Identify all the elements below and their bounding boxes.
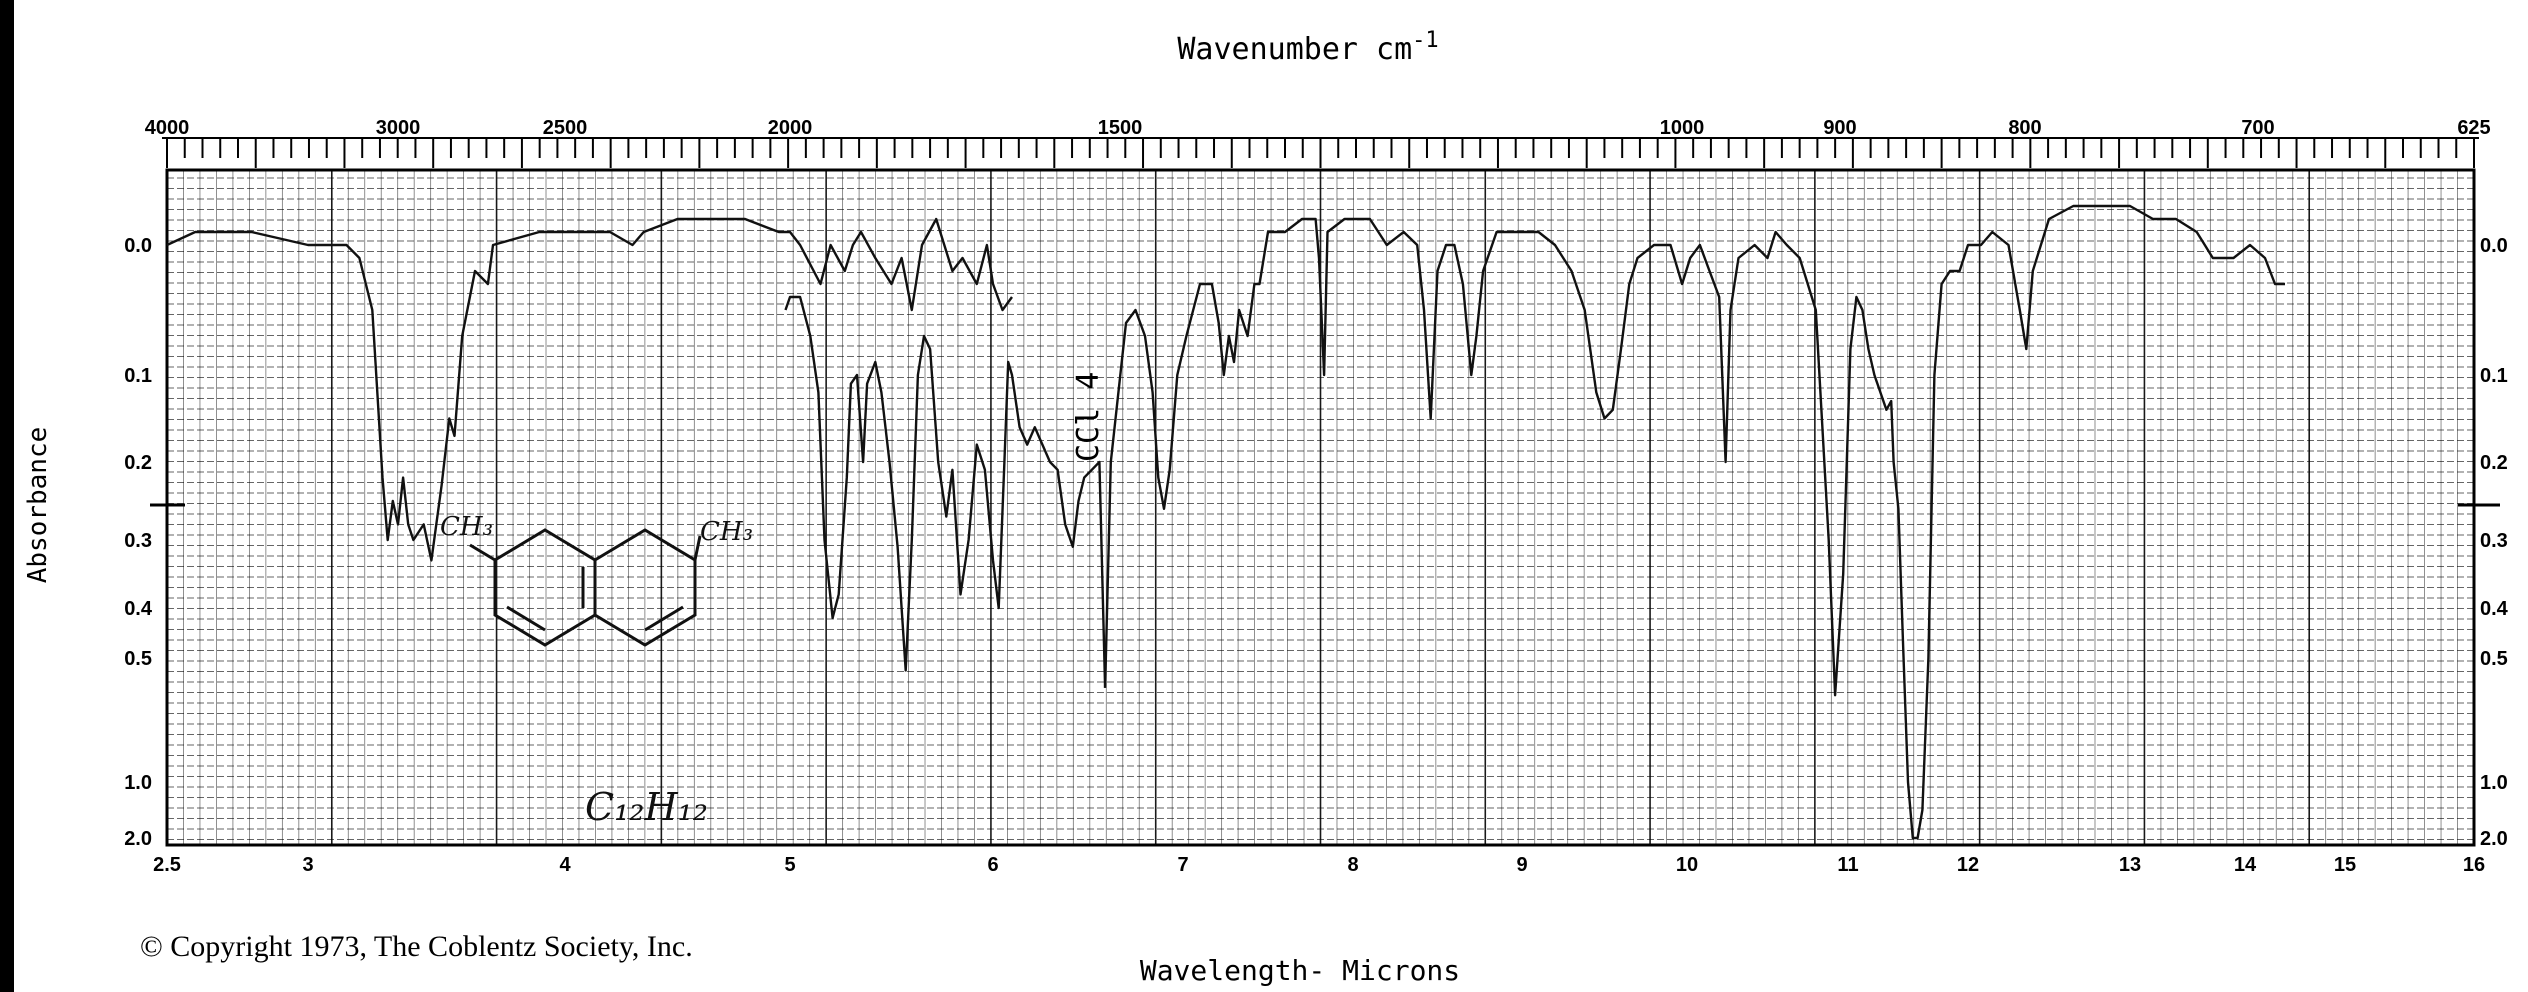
structure-double-bond xyxy=(506,605,546,632)
bottom-axis-tick-label: 7 xyxy=(1177,854,1188,876)
x-axis-label: Wavelength- Microns xyxy=(1140,954,1460,987)
y-axis-label: Absorbance xyxy=(23,427,53,584)
y-axis-tick-label-right: 0.4 xyxy=(2480,598,2509,620)
top-axis-tick-label: 4000 xyxy=(145,117,190,139)
top-axis-tick-label: 3000 xyxy=(376,117,421,139)
chart-title-superscript: -1 xyxy=(1412,28,1439,53)
y-axis-tick-label-right: 0.5 xyxy=(2480,648,2508,670)
spectrum-trace xyxy=(166,204,2285,840)
y-axis-tick-label-left: 0.0 xyxy=(124,235,152,257)
y-axis-tick-label-right: 0.3 xyxy=(2480,530,2508,552)
bottom-axis-tick-label: 15 xyxy=(2334,854,2356,876)
bottom-axis-tick-label: 10 xyxy=(1676,854,1698,876)
bottom-axis-tick-label: 2.5 xyxy=(153,854,181,876)
structure-methyl-bond xyxy=(693,535,702,561)
y-axis-tick-label-right: 0.1 xyxy=(2480,365,2508,387)
top-axis-tick-label: 1500 xyxy=(1098,117,1143,139)
structure-ring-right xyxy=(593,528,697,647)
formula-label: C₁₂H₁₂ xyxy=(585,785,708,829)
bottom-axis-tick-label: 16 xyxy=(2463,854,2485,876)
y-axis-tick-label-left: 1.0 xyxy=(124,772,152,794)
top-axis-tick-label: 2500 xyxy=(543,117,588,139)
bottom-axis-tick-label: 13 xyxy=(2119,854,2141,876)
bottom-axis-tick-label: 6 xyxy=(987,854,998,876)
handwritten-annotations: CH₃ CH₃ C₁₂H₁₂ CCl 4 xyxy=(440,372,1106,829)
bottom-axis-tick-label: 11 xyxy=(1837,854,1858,876)
y-axis-tick-label-left: 0.2 xyxy=(124,452,152,474)
structure-double-bond xyxy=(644,605,684,632)
y-axis-tick-label-left: 0.4 xyxy=(124,598,153,620)
top-axis-tick-label: 700 xyxy=(2241,117,2274,139)
structure-methyl-bond xyxy=(469,543,496,562)
y-axis-tick-label-right: 2.0 xyxy=(2480,828,2508,850)
top-axis-tick-label: 2000 xyxy=(768,117,813,139)
chart-title: Wavenumber cm-1 xyxy=(1177,28,1438,67)
axis-tick-labels: 4000 3000 2500 2000 1500 1000 900 800 700 625 2.5 3… xyxy=(124,117,2508,876)
y-axis-tick-label-right: 0.0 xyxy=(2480,235,2508,257)
ch3-right-label: CH₃ xyxy=(700,517,753,547)
copyright-notice: © Copyright 1973, The Coblentz Society, … xyxy=(140,930,693,963)
bottom-axis-tick-label: 12 xyxy=(1957,854,1979,876)
top-axis-tick-label: 800 xyxy=(2008,117,2041,139)
y-axis-tick-label-right: 0.2 xyxy=(2480,452,2508,474)
top-axis-tick-label: 625 xyxy=(2457,117,2490,139)
y-axis-tick-label-left: 0.3 xyxy=(124,530,152,552)
y-axis-tick-label-left: 0.1 xyxy=(124,365,152,387)
y-axis-tick-label-left: 0.5 xyxy=(124,648,152,670)
bottom-axis-tick-label: 3 xyxy=(302,854,313,876)
bottom-axis-tick-label: 9 xyxy=(1516,854,1527,876)
bottom-axis-tick-label: 14 xyxy=(2234,854,2257,876)
dimethylnaphthalene-structure xyxy=(469,528,702,647)
top-axis-tick-label: 1000 xyxy=(1660,117,1705,139)
bottom-axis-tick-label: 8 xyxy=(1347,854,1358,876)
spectrum-line xyxy=(784,295,1107,688)
bottom-axis-tick-label: 4 xyxy=(559,854,571,876)
solvent-label: CCl 4 xyxy=(1071,372,1106,462)
y-axis-tick-label-left: 2.0 xyxy=(124,828,152,850)
spectrum-line xyxy=(166,217,1013,562)
chart-grid xyxy=(150,137,2500,847)
bottom-axis-tick-label: 5 xyxy=(784,854,795,876)
ch3-left-label: CH₃ xyxy=(440,512,493,542)
y-axis-tick-label-right: 1.0 xyxy=(2480,772,2508,794)
chart-title-text: Wavenumber cm xyxy=(1177,32,1412,67)
top-axis-tick-label: 900 xyxy=(1823,117,1856,139)
spectrum-line xyxy=(1103,204,2285,840)
scan-edge-bar xyxy=(0,0,14,992)
